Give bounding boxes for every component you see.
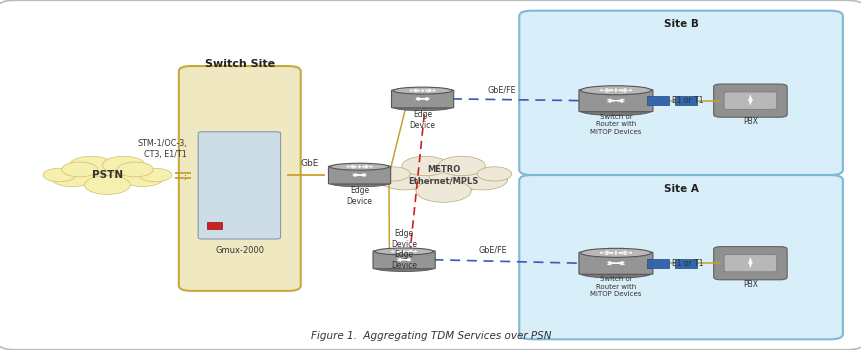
FancyBboxPatch shape — [674, 259, 696, 268]
Text: E1 or T1: E1 or T1 — [672, 259, 703, 268]
FancyBboxPatch shape — [373, 251, 435, 269]
FancyBboxPatch shape — [178, 66, 300, 291]
Ellipse shape — [580, 106, 650, 116]
Circle shape — [437, 156, 485, 176]
Text: :: : — [184, 173, 187, 182]
Text: Edge
Device: Edge Device — [391, 250, 417, 270]
FancyBboxPatch shape — [391, 90, 453, 108]
FancyBboxPatch shape — [579, 252, 652, 274]
Circle shape — [379, 169, 430, 190]
Text: PBX: PBX — [742, 280, 757, 289]
Circle shape — [477, 167, 511, 181]
FancyBboxPatch shape — [198, 132, 280, 239]
Circle shape — [51, 169, 93, 187]
Text: E1 or T1: E1 or T1 — [672, 96, 703, 105]
FancyBboxPatch shape — [647, 259, 668, 268]
Text: GbE: GbE — [300, 159, 319, 168]
Circle shape — [76, 159, 139, 185]
Circle shape — [43, 168, 76, 182]
FancyBboxPatch shape — [713, 84, 786, 117]
Ellipse shape — [393, 104, 451, 111]
Ellipse shape — [375, 248, 433, 255]
Circle shape — [70, 156, 112, 174]
Circle shape — [404, 162, 482, 195]
Ellipse shape — [580, 248, 650, 257]
Circle shape — [416, 180, 471, 202]
Text: PSTN: PSTN — [92, 170, 123, 180]
Circle shape — [117, 162, 153, 177]
FancyBboxPatch shape — [723, 254, 776, 272]
Text: METRO
Ethernet/MPLS: METRO Ethernet/MPLS — [408, 164, 478, 186]
Ellipse shape — [580, 86, 650, 95]
Text: Site B: Site B — [663, 19, 697, 29]
FancyBboxPatch shape — [674, 96, 696, 105]
Text: Switch or
Router with
MITOP Devices: Switch or Router with MITOP Devices — [590, 114, 641, 135]
FancyBboxPatch shape — [518, 11, 842, 175]
Ellipse shape — [375, 265, 433, 272]
Circle shape — [401, 156, 449, 176]
FancyBboxPatch shape — [207, 222, 221, 229]
Text: Edge
Device: Edge Device — [409, 110, 435, 130]
Text: Switch Site: Switch Site — [204, 60, 275, 70]
Text: GbE/FE: GbE/FE — [486, 85, 516, 94]
FancyBboxPatch shape — [328, 166, 390, 184]
Ellipse shape — [393, 87, 451, 94]
Circle shape — [139, 168, 171, 182]
Text: GbE/FE: GbE/FE — [478, 246, 506, 254]
Ellipse shape — [330, 180, 388, 187]
Circle shape — [84, 175, 130, 194]
Text: Figure 1.  Aggregating TDM Services over PSN: Figure 1. Aggregating TDM Services over … — [310, 331, 551, 341]
FancyBboxPatch shape — [518, 175, 842, 339]
Text: Edge
Device: Edge Device — [391, 229, 417, 249]
Text: Edge
Device: Edge Device — [346, 186, 372, 206]
FancyBboxPatch shape — [713, 247, 786, 280]
Ellipse shape — [580, 269, 650, 278]
FancyBboxPatch shape — [579, 90, 652, 112]
Ellipse shape — [330, 163, 388, 170]
Text: Gmux-2000: Gmux-2000 — [215, 246, 264, 255]
Circle shape — [102, 156, 145, 174]
Circle shape — [375, 167, 410, 181]
Text: Site A: Site A — [663, 184, 697, 194]
FancyBboxPatch shape — [723, 92, 776, 109]
Circle shape — [61, 162, 97, 177]
Circle shape — [121, 169, 164, 187]
Text: Switch or
Router with
MiTOP Devices: Switch or Router with MiTOP Devices — [590, 276, 641, 298]
Circle shape — [456, 169, 507, 190]
Text: PBX: PBX — [742, 117, 757, 126]
Text: STM-1/OC-3,
CT3, E1/T1: STM-1/OC-3, CT3, E1/T1 — [138, 139, 187, 160]
FancyBboxPatch shape — [647, 96, 668, 105]
